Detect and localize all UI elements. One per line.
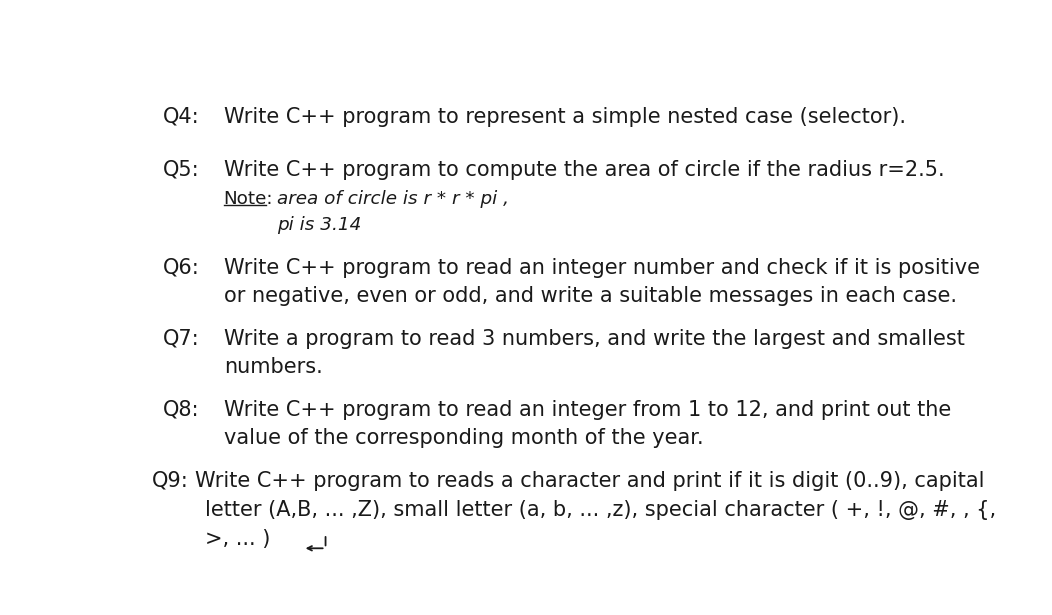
Text: Q9:: Q9: [151, 470, 188, 491]
Text: Note:: Note: [224, 190, 274, 208]
Text: Write C++ program to compute the area of circle if the radius r=2.5.: Write C++ program to compute the area of… [224, 160, 945, 180]
Text: Q8:: Q8: [162, 400, 199, 419]
Text: area of circle is r * r * pi ,: area of circle is r * r * pi , [277, 190, 508, 208]
Text: Write a program to read 3 numbers, and write the largest and smallest: Write a program to read 3 numbers, and w… [224, 328, 965, 349]
Text: Write C++ program to read an integer number and check if it is positive: Write C++ program to read an integer num… [224, 258, 979, 277]
Text: Q7:: Q7: [162, 328, 199, 349]
Text: >, ... ): >, ... ) [205, 530, 270, 549]
Text: pi is 3.14: pi is 3.14 [277, 216, 361, 234]
Text: or negative, even or odd, and write a suitable messages in each case.: or negative, even or odd, and write a su… [224, 286, 956, 306]
Text: Q6:: Q6: [162, 258, 199, 277]
Text: Write C++ program to read an integer from 1 to 12, and print out the: Write C++ program to read an integer fro… [224, 400, 951, 419]
Text: letter (A,B, ... ,Z), small letter (a, b, ... ,z), special character ( +, !, @, : letter (A,B, ... ,Z), small letter (a, b… [205, 500, 996, 520]
Text: value of the corresponding month of the year.: value of the corresponding month of the … [224, 428, 703, 448]
Text: Write C++ program to reads a character and print if it is digit (0..9), capital: Write C++ program to reads a character a… [195, 470, 985, 491]
Text: Q4:: Q4: [162, 107, 199, 127]
Text: Write C++ program to represent a simple nested case (selector).: Write C++ program to represent a simple … [224, 107, 906, 127]
Text: Q5:: Q5: [162, 160, 199, 180]
Text: numbers.: numbers. [224, 357, 322, 377]
